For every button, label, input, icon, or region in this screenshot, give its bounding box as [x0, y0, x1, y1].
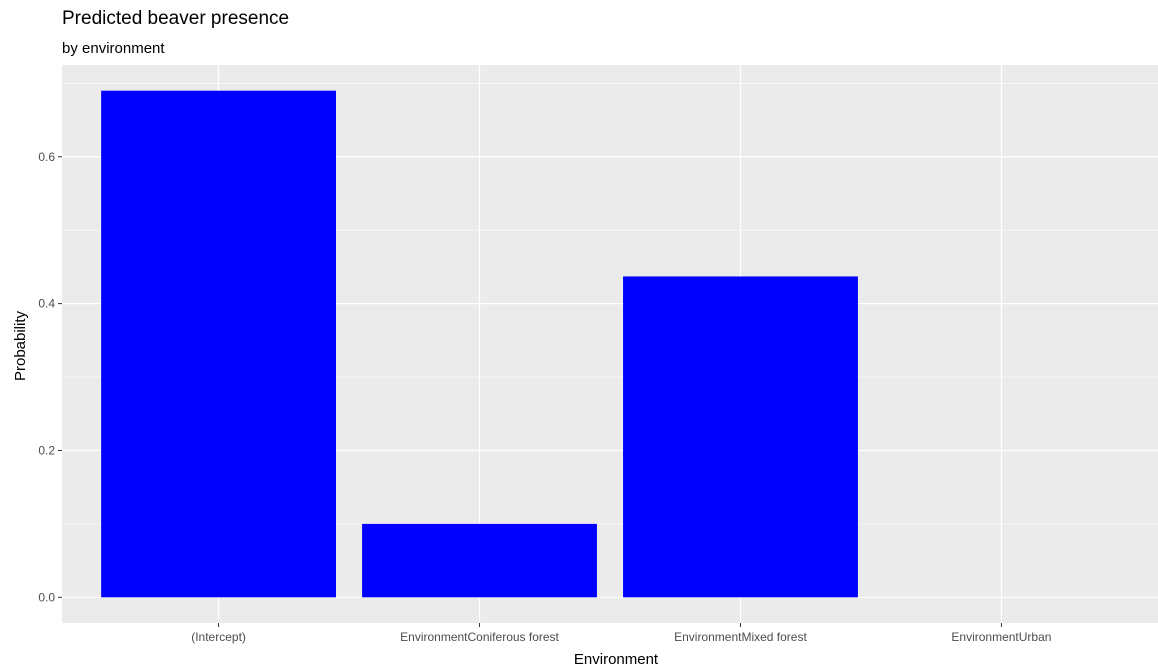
x-tick-label: EnvironmentMixed forest — [674, 630, 807, 644]
x-tick-label: EnvironmentUrban — [951, 630, 1051, 644]
y-axis-title: Probability — [12, 310, 29, 381]
y-axis: 0.0 0.2 0.4 0.6 — [38, 150, 62, 604]
x-tick-label: EnvironmentConiferous forest — [400, 630, 559, 644]
bars — [101, 90, 858, 598]
bar — [623, 276, 858, 598]
bar — [362, 523, 597, 598]
y-tick-label: 0.0 — [38, 590, 55, 604]
x-axis-title: Environment — [574, 651, 659, 668]
y-tick-label: 0.6 — [38, 150, 55, 164]
chart-title: Predicted beaver presence — [62, 8, 289, 29]
chart-subtitle: by environment — [62, 40, 165, 57]
x-tick-label: (Intercept) — [191, 630, 246, 644]
bar — [101, 90, 337, 598]
y-tick-label: 0.2 — [38, 443, 55, 457]
y-tick-label: 0.4 — [38, 297, 55, 311]
x-axis: (Intercept) EnvironmentConiferous forest E… — [191, 623, 1051, 644]
